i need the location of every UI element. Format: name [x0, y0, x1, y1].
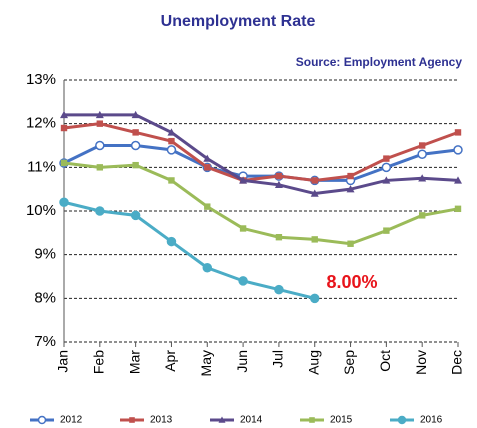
x-tick-label: Jun	[234, 350, 250, 373]
marker	[202, 263, 213, 273]
chart-title: Unemployment Rate	[161, 13, 316, 30]
y-tick-label: 10%	[26, 202, 56, 219]
marker	[381, 162, 392, 173]
marker	[417, 149, 427, 159]
marker	[275, 234, 283, 241]
marker	[346, 185, 355, 193]
legend-marker	[37, 415, 47, 425]
marker	[60, 159, 68, 167]
marker	[383, 227, 390, 234]
x-tick-label: Sep	[341, 350, 357, 375]
x-tick-label: Oct	[377, 350, 393, 372]
x-tick-label: Mar	[126, 350, 142, 374]
marker	[96, 164, 104, 171]
marker	[239, 225, 247, 232]
marker	[60, 110, 68, 119]
y-tick-label: 9%	[34, 246, 56, 263]
marker	[347, 240, 354, 247]
marker	[454, 176, 462, 184]
y-tick-label: 7%	[34, 333, 56, 350]
marker	[166, 236, 177, 247]
subtitle: Source: Employment Agency	[296, 55, 463, 69]
marker	[383, 155, 390, 162]
marker	[347, 172, 354, 180]
x-tick-label: Apr	[162, 350, 178, 372]
legend-marker	[309, 417, 315, 423]
series-line	[63, 144, 459, 182]
legend-item: 2012	[30, 415, 83, 426]
legend-item: 2016	[390, 415, 443, 426]
x-tick-label: Dec	[449, 350, 465, 375]
legend-label: 2015	[330, 415, 353, 426]
legend-label: 2013	[150, 415, 173, 426]
marker	[167, 128, 176, 136]
legend-marker	[397, 415, 407, 425]
series-line	[64, 113, 459, 196]
marker	[274, 284, 284, 295]
legend-item: 2015	[300, 415, 353, 426]
marker	[132, 129, 139, 136]
series-line	[63, 200, 316, 300]
marker	[418, 142, 426, 149]
x-tick-label: Feb	[91, 350, 107, 374]
marker	[310, 189, 319, 197]
x-tick-label: May	[198, 350, 214, 376]
marker	[96, 120, 104, 127]
marker	[95, 110, 104, 119]
marker	[168, 177, 175, 184]
legend-label: 2016	[420, 415, 443, 426]
marker	[204, 203, 211, 210]
marker	[275, 172, 283, 180]
legend-label: 2012	[60, 415, 83, 426]
series-line	[63, 122, 459, 182]
marker	[203, 154, 212, 162]
marker	[130, 210, 141, 221]
y-tick-label: 12%	[26, 115, 56, 132]
legend-item: 2013	[120, 415, 173, 426]
marker	[60, 124, 68, 132]
marker	[166, 145, 177, 155]
marker	[453, 145, 463, 155]
marker	[311, 236, 318, 243]
marker	[418, 174, 427, 182]
marker	[238, 276, 248, 286]
marker	[131, 110, 140, 119]
marker	[59, 197, 69, 208]
marker	[418, 212, 426, 219]
marker	[239, 176, 248, 184]
legend-marker	[129, 417, 135, 423]
annotation: 8.00%	[326, 272, 377, 292]
marker	[309, 293, 320, 304]
legend-item: 2014	[210, 415, 263, 426]
series-line	[63, 161, 459, 246]
x-tick-label: Nov	[413, 350, 429, 375]
marker	[132, 161, 139, 169]
marker	[130, 140, 141, 151]
marker	[95, 206, 105, 216]
marker	[95, 140, 105, 151]
y-tick-label: 13%	[26, 71, 56, 88]
x-tick-label: Aug	[305, 350, 321, 375]
marker	[311, 177, 318, 184]
legend-marker	[218, 416, 226, 423]
marker	[454, 129, 462, 136]
x-tick-label: Jan	[55, 350, 71, 373]
y-tick-label: 11%	[27, 158, 56, 175]
marker	[454, 205, 462, 213]
marker	[204, 164, 211, 171]
marker	[382, 176, 391, 184]
marker	[274, 180, 283, 188]
y-tick-label: 8%	[34, 289, 56, 306]
marker	[168, 137, 175, 145]
x-tick-label: Jul	[270, 350, 286, 368]
legend-label: 2014	[240, 415, 263, 426]
